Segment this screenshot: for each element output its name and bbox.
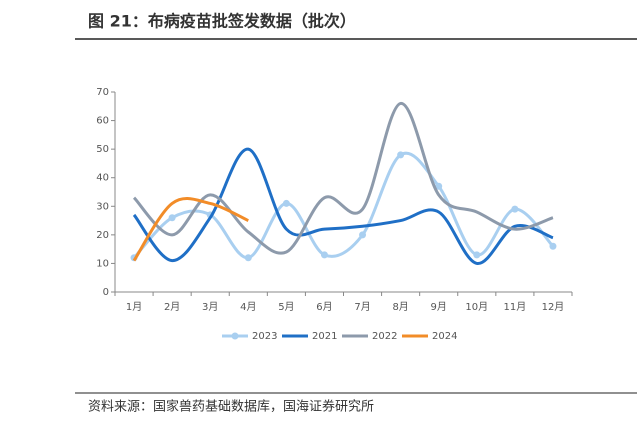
y-tick-label: 30 [96,201,109,212]
x-tick-label: 1月 [126,301,142,313]
point [397,151,405,159]
x-tick-label: 8月 [392,301,408,313]
series-line [132,101,554,255]
x-tick-label: 7月 [354,301,370,313]
point [473,251,481,259]
x-tick-label: 6月 [316,301,332,313]
legend-marker [231,332,239,340]
point [282,199,290,207]
x-tick-label: 10月 [465,301,488,313]
y-tick-label: 50 [96,144,109,155]
point [435,182,443,190]
y-tick-label: 70 [96,87,109,98]
source: 资料来源：国家兽药基础数据库，国海证券研究所 [88,399,374,415]
y-tick-label: 20 [96,230,109,241]
x-tick-label: 5月 [278,301,294,313]
legend-label: 2024 [432,331,457,342]
y-tick-label: 10 [96,258,109,269]
series-line [132,196,249,262]
series-line [132,147,554,265]
point [549,242,557,250]
y-tick-label: 40 [96,173,109,184]
legend-label: 2021 [312,331,337,342]
x-tick-label: 12月 [542,301,565,313]
point [359,231,367,239]
x-tick-label: 9月 [431,301,447,313]
y-tick-label: 60 [96,116,109,127]
x-tick-label: 2月 [164,301,180,313]
x-tick-label: 11月 [504,301,527,313]
point [320,251,328,259]
x-tick-label: 3月 [202,301,218,313]
point [168,214,176,222]
point [244,254,252,262]
y-tick-label: 0 [103,287,109,298]
legend-label: 2023 [252,331,277,342]
point [511,205,519,213]
chart-title: 图 21：布病疫苗批签发数据（批次） [88,12,356,31]
legend-label: 2022 [372,331,397,342]
x-tick-label: 4月 [240,301,256,313]
